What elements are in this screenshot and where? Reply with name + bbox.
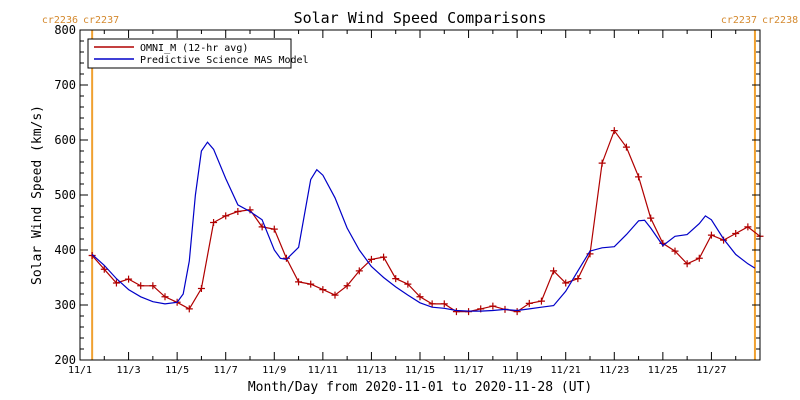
- data-point: [428, 300, 436, 308]
- data-point: [270, 225, 278, 233]
- data-point: [161, 293, 169, 301]
- data-point: [416, 293, 424, 301]
- legend-label: Predictive Science MAS Model: [140, 55, 309, 66]
- data-point: [197, 285, 205, 292]
- x-tick-label: 11/9: [262, 365, 286, 376]
- data-point: [392, 275, 400, 283]
- data-point: [185, 305, 193, 313]
- data-point: [331, 291, 339, 299]
- data-point: [234, 208, 242, 215]
- x-tick-label: 11/25: [648, 365, 678, 376]
- data-point: [367, 255, 375, 263]
- data-point: [671, 247, 679, 255]
- x-tick-label: 11/3: [117, 365, 141, 376]
- data-point: [88, 252, 96, 259]
- data-point: [489, 302, 497, 310]
- legend-box: [87, 38, 292, 69]
- series-line: [91, 141, 756, 312]
- data-point: [732, 230, 740, 237]
- data-point: [598, 159, 606, 167]
- data-point: [707, 231, 715, 239]
- data-point: [562, 279, 570, 287]
- legend-label: OMNI_M (12-hr avg): [140, 43, 248, 54]
- x-tick-label: 11/5: [165, 365, 189, 376]
- legend: OMNI_M (12-hr avg)Predictive Science MAS…: [87, 38, 309, 69]
- y-tick-label: 800: [54, 23, 76, 37]
- data-point: [440, 300, 448, 308]
- x-tick-label: 11/19: [502, 365, 532, 376]
- y-tick-label: 400: [54, 243, 76, 257]
- series-line: [91, 129, 761, 313]
- carrington-label-right: cr2237: [83, 15, 119, 26]
- data-point: [744, 223, 752, 231]
- axes: 200 300 400 500 600 700 800 11/1 11/3 11/5 11/7 11/…: [54, 23, 760, 376]
- x-tick-label: 11/15: [405, 365, 435, 376]
- data-point: [319, 286, 327, 294]
- data-point: [222, 212, 230, 220]
- plot-frame: [79, 29, 761, 361]
- data-point: [452, 308, 460, 316]
- data-point: [622, 143, 630, 151]
- y-tick-label: 200: [54, 353, 76, 367]
- data-point: [404, 280, 412, 288]
- data-point: [683, 260, 691, 268]
- chart-title: Solar Wind Speed Comparisons: [294, 9, 547, 27]
- data-point: [282, 254, 290, 262]
- x-tick-label: 11/7: [214, 365, 238, 376]
- data-point: [295, 278, 303, 286]
- x-tick-label: 11/21: [551, 365, 581, 376]
- data-point: [307, 280, 315, 288]
- data-point: [537, 297, 545, 305]
- data-point: [149, 282, 157, 290]
- series-mas-model: [91, 141, 756, 312]
- data-point: [550, 267, 558, 275]
- y-tick-label: 300: [54, 298, 76, 312]
- x-tick-label: 11/23: [599, 365, 629, 376]
- series-omni: [88, 127, 764, 316]
- data-point: [635, 173, 643, 181]
- series-layer: [88, 127, 764, 316]
- carrington-label-left: cr2236: [42, 15, 78, 26]
- data-point: [695, 254, 703, 262]
- x-tick-label: 11/27: [696, 365, 726, 376]
- x-tick-label: 11/17: [454, 365, 484, 376]
- carrington-label-left: cr2237: [721, 15, 757, 26]
- data-point: [720, 236, 728, 244]
- data-point: [513, 308, 521, 316]
- data-point: [137, 282, 145, 290]
- data-point: [210, 219, 218, 226]
- carrington-label-right: cr2238: [762, 15, 798, 26]
- data-point: [574, 275, 582, 283]
- y-tick-label: 600: [54, 133, 76, 147]
- y-tick-label: 500: [54, 188, 76, 202]
- data-point: [355, 267, 363, 275]
- data-point: [100, 265, 108, 273]
- data-point: [647, 214, 655, 222]
- data-point: [343, 282, 351, 290]
- data-point: [125, 275, 133, 283]
- x-tick-label: 11/13: [356, 365, 386, 376]
- x-tick-label: 11/11: [308, 365, 338, 376]
- data-point: [380, 253, 388, 261]
- y-tick-label: 700: [54, 78, 76, 92]
- x-axis-title: Month/Day from 2020-11-01 to 2020-11-28 …: [248, 380, 592, 395]
- data-point: [610, 127, 618, 135]
- data-point: [525, 299, 533, 307]
- x-tick-label: 11/1: [68, 365, 92, 376]
- y-axis-title: Solar Wind Speed (km/s): [30, 105, 45, 285]
- data-point: [112, 279, 120, 287]
